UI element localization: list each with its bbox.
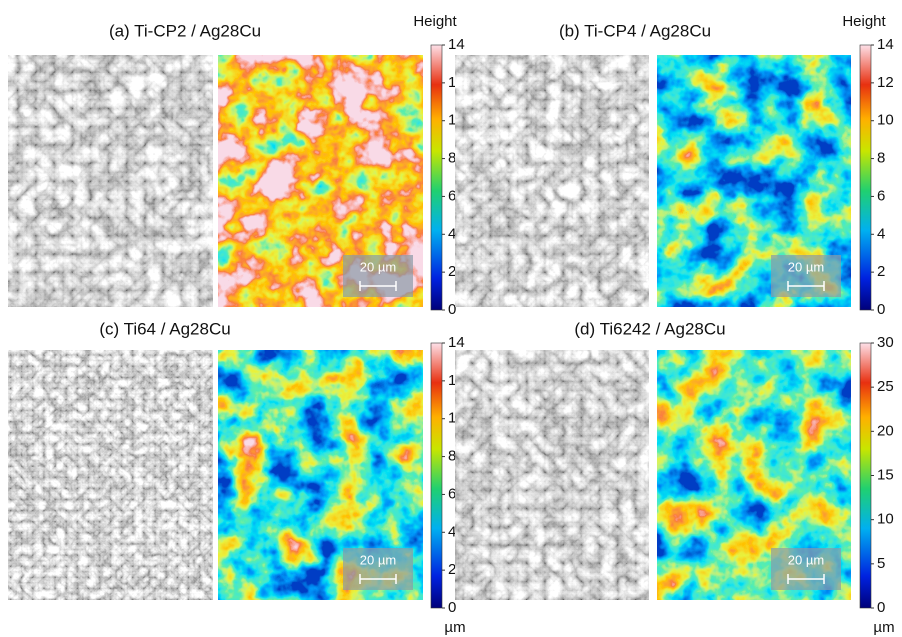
colorbar xyxy=(860,45,871,310)
panel-title: (b) Ti-CP4 / Ag28Cu xyxy=(559,21,711,40)
panel-title: (d) Ti6242 / Ag28Cu xyxy=(574,319,725,338)
colorbar-tick-label: 12 xyxy=(877,74,894,91)
colorbar-tick-label: 25 xyxy=(877,378,894,395)
figure: (a) Ti-CP2 / Ag28Cu 20 µm 0 2 4 6 8 10 12 14 Heigh… xyxy=(0,0,902,637)
panel: (d) Ti6242 / Ag28Cu 20 µm 0 5 10 15 20 25 30 µm xyxy=(455,319,895,635)
colorbar-tick-label: 15 xyxy=(877,466,894,483)
colorbar-tick-label: 30 xyxy=(877,334,894,351)
colorbar-tick-label: 10 xyxy=(877,511,894,528)
panel-title: (a) Ti-CP2 / Ag28Cu xyxy=(109,21,261,40)
colorbar-label: Height xyxy=(842,13,886,30)
sem-image xyxy=(8,350,213,600)
colorbar-tick-label: 10 xyxy=(877,112,894,129)
colorbar-tick-label: 4 xyxy=(877,225,885,242)
sem-image xyxy=(8,55,213,307)
colorbar-tick-label: 14 xyxy=(877,36,894,53)
colorbar-unit: µm xyxy=(444,619,465,636)
colorbar-tick-label: 14 xyxy=(448,334,465,351)
colorbar-tick-label: 8 xyxy=(877,150,885,167)
colorbar xyxy=(431,45,442,310)
colorbar-tick-label: 5 xyxy=(877,555,885,572)
scale-bar-label: 20 µm xyxy=(788,552,824,567)
colorbar-tick-label: 0 xyxy=(448,599,456,616)
sem-image xyxy=(455,350,649,600)
panel-title: (c) Ti64 / Ag28Cu xyxy=(99,319,230,338)
colorbar xyxy=(431,343,442,608)
colorbar-unit: µm xyxy=(873,619,894,636)
scale-bar-label: 20 µm xyxy=(360,259,396,274)
sem-image xyxy=(455,55,649,307)
colorbar-tick-label: 0 xyxy=(877,301,885,318)
colorbar-tick-label: 20 xyxy=(877,422,894,439)
scale-bar-label: 20 µm xyxy=(360,552,396,567)
colorbar-tick-label: 0 xyxy=(877,599,885,616)
colorbar xyxy=(860,343,871,608)
colorbar-tick-label: 2 xyxy=(877,263,885,280)
colorbar-tick-label: 14 xyxy=(448,36,465,53)
panel: (b) Ti-CP4 / Ag28Cu 20 µm 0 2 4 6 8 10 12 14 Heigh… xyxy=(455,13,894,318)
colorbar-tick-label: 6 xyxy=(877,187,885,204)
colorbar-label: Height xyxy=(413,13,457,30)
scale-bar-label: 20 µm xyxy=(788,259,824,274)
